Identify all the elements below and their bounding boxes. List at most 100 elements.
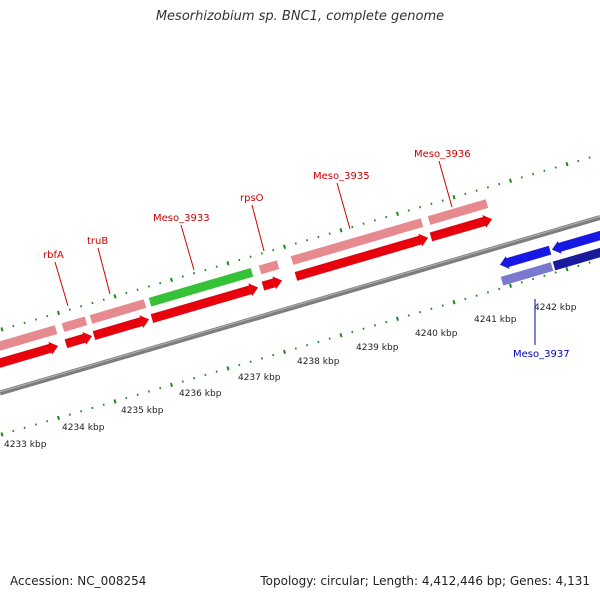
tick-mark <box>554 271 557 274</box>
tick-mark <box>452 300 456 305</box>
gene-label-connector <box>97 247 111 295</box>
tick-mark <box>351 225 354 229</box>
tick-mark <box>532 172 535 176</box>
tick-mark <box>12 429 15 433</box>
scale-label: 4240 kbp <box>415 329 458 339</box>
genome-summary: Topology: circular; Length: 4,412,446 bp… <box>260 574 590 588</box>
tick-mark <box>407 314 410 317</box>
forward-gene-arrow <box>150 283 259 324</box>
tick-mark <box>554 166 557 169</box>
tick-mark <box>46 420 49 423</box>
tick-mark <box>23 321 26 324</box>
tick-mark <box>452 195 456 200</box>
tick-mark <box>249 255 252 258</box>
scale-label: 4236 kbp <box>179 389 222 399</box>
forward-cds <box>89 299 147 324</box>
tick-mark <box>193 272 196 275</box>
tick-mark <box>543 169 546 172</box>
map-title: Mesorhizobium sp. BNC1, complete genome <box>155 9 445 24</box>
forward-gene-arrow <box>92 315 150 341</box>
tick-mark <box>80 305 83 308</box>
tick-mark <box>317 340 320 344</box>
lower-tick-track <box>0 261 591 437</box>
genome-backbone <box>0 215 600 396</box>
tick-mark <box>475 294 478 297</box>
gene-label-meso-3937: Meso_3937 <box>513 349 570 360</box>
scale-label: 4233 kbp <box>4 440 47 450</box>
tick-mark <box>486 186 489 189</box>
tick-mark <box>113 294 117 299</box>
tick-mark <box>464 297 467 301</box>
tick-mark <box>282 349 287 355</box>
tick-mark <box>577 264 580 268</box>
forward-gene-arrow <box>0 341 59 368</box>
tick-mark <box>34 318 37 321</box>
tick-mark <box>464 192 467 196</box>
tick-mark <box>508 283 513 288</box>
tick-mark <box>441 199 444 202</box>
tick-mark <box>565 266 569 272</box>
scale-label: 4242 kbp <box>534 303 577 313</box>
tick-mark <box>339 228 343 233</box>
accession-label: Accession: NC_008254 <box>10 574 147 588</box>
tick-mark <box>91 406 94 410</box>
gene-label-rpso: rpsO <box>240 193 264 204</box>
tick-mark <box>395 316 400 321</box>
tick-mark <box>294 242 297 245</box>
tick-mark <box>373 219 376 222</box>
tick-mark <box>147 285 150 288</box>
tick-mark <box>12 324 15 328</box>
gene-label-rbfa: rbfA <box>43 250 64 261</box>
tick-mark <box>193 377 196 380</box>
tick-mark <box>407 209 410 212</box>
tick-mark <box>498 182 501 186</box>
tick-mark <box>204 268 207 272</box>
tick-mark <box>588 261 591 264</box>
forward-cds <box>61 316 88 332</box>
tick-mark <box>328 232 331 235</box>
tick-mark <box>80 410 83 413</box>
tick-mark <box>46 315 49 318</box>
tick-mark <box>102 403 105 406</box>
tick-mark <box>520 176 523 179</box>
tick-mark <box>272 353 275 357</box>
tick-mark <box>339 333 343 338</box>
tick-mark <box>238 363 241 367</box>
tick-mark <box>169 382 174 388</box>
gene-label-connector <box>438 160 453 208</box>
forward-cds <box>290 218 424 265</box>
gene-label-meso-3936: Meso_3936 <box>414 149 471 160</box>
tick-mark <box>204 373 207 377</box>
tick-mark <box>395 211 400 216</box>
scale-label: 4237 kbp <box>238 373 281 383</box>
tick-mark <box>441 304 444 307</box>
tick-mark <box>419 205 422 209</box>
tick-mark <box>136 393 139 396</box>
tick-mark <box>125 291 128 295</box>
tick-mark <box>508 178 513 183</box>
tick-mark <box>385 215 388 219</box>
forward-cds <box>427 199 489 225</box>
tick-mark <box>272 248 275 252</box>
tick-mark <box>56 310 61 316</box>
tick-mark <box>351 330 354 334</box>
tick-mark <box>362 327 365 330</box>
gene-label-connector <box>336 182 351 230</box>
tick-mark <box>91 301 94 305</box>
forward-gene-arrow <box>294 233 429 282</box>
reverse-cds <box>552 247 600 271</box>
tick-mark <box>226 366 230 371</box>
tick-mark <box>226 261 230 266</box>
forward-gene-arrow <box>64 331 93 349</box>
forward-gene-arrow <box>429 214 493 242</box>
tick-mark <box>543 274 546 277</box>
tick-mark <box>362 222 365 225</box>
tick-mark <box>136 288 139 291</box>
tick-mark <box>23 426 26 429</box>
tick-mark <box>520 281 523 284</box>
genome-backbone-highlight <box>0 215 600 393</box>
tick-mark <box>34 423 37 426</box>
tick-mark <box>260 357 263 360</box>
tick-mark <box>588 156 591 159</box>
